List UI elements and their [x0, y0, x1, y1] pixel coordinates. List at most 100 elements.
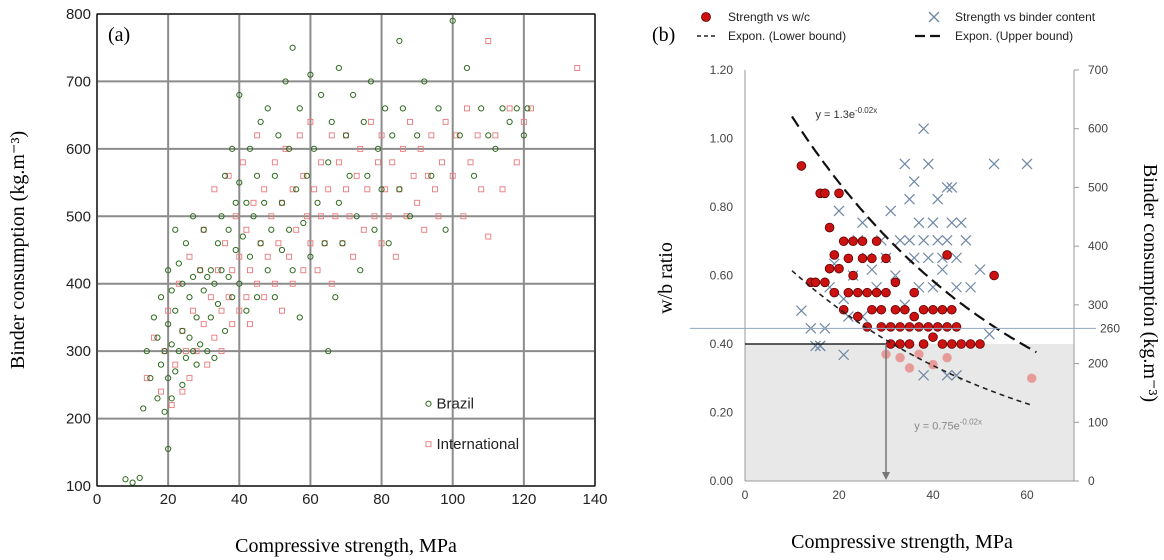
- panel-a-x-axis-title: Compressive strength, MPa: [235, 535, 457, 557]
- arrow-head: [882, 472, 890, 480]
- y-tick-label: 100: [66, 478, 91, 495]
- data-point-international: [364, 186, 371, 193]
- data-point-brazil: [229, 145, 236, 152]
- data-point-brazil: [264, 267, 271, 274]
- data-point-w-c: [867, 253, 877, 264]
- data-point-international: [453, 132, 460, 139]
- data-point-binder-content: [795, 305, 807, 317]
- data-point-brazil: [154, 395, 161, 402]
- data-point-brazil: [211, 354, 218, 361]
- data-point-binder-content: [918, 369, 930, 381]
- data-point-international: [143, 375, 150, 382]
- cross-stroke: [795, 305, 807, 317]
- cross-stroke: [833, 205, 845, 217]
- cross-stroke: [951, 252, 962, 264]
- data-point-brazil: [193, 314, 200, 321]
- cross-stroke: [904, 234, 915, 246]
- data-point-international: [158, 388, 164, 395]
- data-point-w-c: [928, 304, 938, 315]
- cross-stroke: [965, 281, 977, 293]
- data-point-w-c: [881, 253, 891, 264]
- data-point-w-c: [946, 339, 957, 349]
- data-point-international: [286, 253, 293, 260]
- data-point-brazil: [399, 105, 407, 112]
- x-tick-label: 0: [93, 491, 101, 508]
- data-point-binder-content: [1021, 158, 1033, 170]
- data-point-international: [200, 321, 207, 328]
- data-point-brazil: [189, 213, 197, 220]
- x-tick-label: 80: [373, 491, 390, 508]
- data-point-brazil: [478, 105, 485, 112]
- y2-tick-label: 700: [1088, 63, 1108, 77]
- data-point-w-c: [848, 236, 858, 247]
- data-point-w-c: [838, 304, 849, 315]
- data-point-w-c: [862, 287, 872, 298]
- data-point-binder-content: [951, 252, 962, 264]
- data-point-brazil: [207, 314, 214, 321]
- data-point-international: [279, 307, 285, 314]
- cross-stroke: [885, 205, 897, 217]
- data-point-brazil: [264, 105, 271, 112]
- data-point-w-c: [852, 311, 863, 322]
- data-point-international: [250, 199, 257, 206]
- legend-marker-binder: [928, 11, 940, 23]
- data-point-w-c: [848, 270, 858, 281]
- data-point-international: [367, 118, 374, 125]
- data-point-brazil: [492, 145, 499, 152]
- data-point-w-c: [890, 277, 901, 288]
- data-point-binder-content: [951, 281, 962, 293]
- data-point-brazil: [165, 267, 172, 274]
- data-point-international: [222, 240, 229, 247]
- panel-b-y2-axis-title: Binder consumption (kg.m⁻³): [1139, 164, 1161, 402]
- panel-b-label: (b): [652, 24, 675, 46]
- data-point-brazil: [161, 408, 168, 415]
- curve-upper-bound: [791, 115, 1037, 354]
- y-tick-label: 1.00: [710, 132, 734, 146]
- data-point-brazil: [211, 280, 218, 287]
- data-point-brazil: [243, 307, 250, 314]
- data-point-brazil: [513, 105, 520, 112]
- data-point-w-c: [857, 253, 868, 264]
- data-point-w-c: [937, 304, 948, 315]
- data-point-w-c: [914, 322, 924, 332]
- data-point-w-c: [796, 161, 807, 171]
- data-point-brazil: [186, 294, 193, 301]
- data-point-brazil: [353, 213, 360, 220]
- data-point-w-c: [895, 352, 905, 363]
- data-point-brazil: [307, 253, 314, 260]
- data-point-international: [307, 118, 314, 125]
- y2-tick-label: 500: [1088, 180, 1108, 194]
- data-point-international: [428, 132, 435, 139]
- data-point-brazil: [161, 348, 168, 355]
- cross-stroke: [946, 217, 958, 229]
- data-point-brazil: [193, 361, 200, 368]
- data-point-brazil: [214, 240, 222, 247]
- data-point-brazil: [246, 253, 254, 260]
- data-point-brazil: [200, 287, 207, 294]
- legend-label-brazil: Brazil: [436, 396, 474, 413]
- data-point-international: [282, 145, 289, 152]
- panel-a-plot-area: [96, 13, 596, 487]
- data-point-w-c: [942, 250, 952, 260]
- data-point-international: [375, 159, 381, 166]
- data-point-international: [357, 145, 364, 152]
- data-point-brazil: [179, 381, 186, 388]
- data-point-brazil: [303, 172, 310, 179]
- data-point-brazil: [382, 105, 389, 112]
- y2-tick-label: 600: [1088, 122, 1108, 136]
- data-point-w-c: [909, 311, 919, 322]
- cross-stroke: [1021, 158, 1033, 170]
- data-point-brazil: [236, 91, 243, 99]
- equation-base: y = 1.3e: [816, 109, 855, 121]
- data-point-brazil: [221, 327, 229, 335]
- data-point-international: [186, 253, 193, 260]
- cross-stroke: [918, 234, 930, 246]
- data-point-international: [382, 186, 389, 193]
- data-point-brazil: [172, 368, 179, 375]
- data-point-international: [186, 375, 193, 382]
- data-point-brazil: [229, 294, 236, 301]
- data-point-w-c: [965, 339, 976, 349]
- data-point-brazil: [371, 226, 378, 233]
- cross-stroke: [838, 349, 850, 361]
